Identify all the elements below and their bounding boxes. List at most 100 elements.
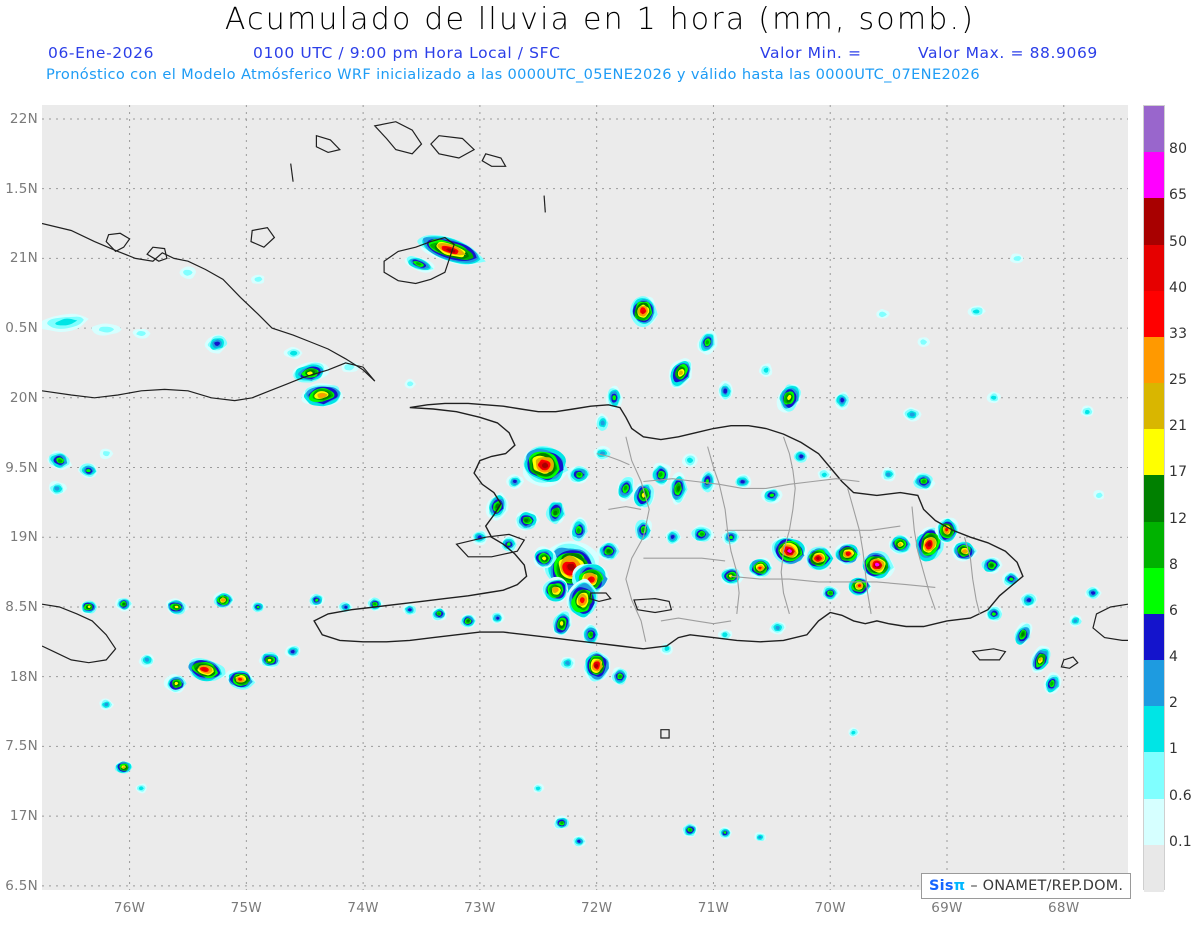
precip-cell — [99, 698, 115, 711]
precip-cell — [1009, 253, 1024, 264]
x-axis-tick: 73W — [464, 900, 496, 916]
precip-contour — [560, 821, 564, 825]
precip-cell — [515, 510, 541, 531]
x-axis-tick: 68W — [1048, 900, 1080, 916]
colorbar-tick: 12 — [1169, 510, 1188, 527]
precip-contour — [606, 549, 611, 553]
precip-cell — [80, 600, 98, 615]
precip-cell — [338, 601, 353, 613]
precipitation-map[interactable] — [42, 105, 1128, 890]
precip-contour — [103, 451, 110, 457]
precip-cell — [545, 500, 566, 525]
precip-cell — [630, 296, 659, 328]
precip-cell — [876, 309, 890, 319]
precip-contour — [254, 276, 263, 282]
precip-contour — [600, 420, 605, 426]
colorbar[interactable] — [1143, 105, 1165, 892]
pi-symbol: π — [953, 878, 966, 894]
colorbar-tick: 21 — [1169, 418, 1188, 435]
precip-cell — [717, 629, 733, 640]
precip-contour — [840, 397, 845, 403]
precip-cell — [718, 380, 734, 401]
precip-contour — [878, 311, 887, 318]
precip-contour — [373, 602, 377, 606]
precip-cell — [610, 667, 628, 685]
island-small-1 — [315, 134, 341, 154]
colorbar-tick: 4 — [1169, 649, 1179, 666]
precip-cell — [681, 823, 698, 838]
x-axis-tick: 69W — [931, 900, 963, 916]
precip-contour — [221, 598, 225, 602]
precip-contour — [466, 619, 470, 622]
precip-cell — [659, 643, 673, 656]
y-axis-tick: 19N — [9, 529, 38, 546]
precip-cell — [431, 607, 447, 621]
precip-cell — [981, 556, 1003, 574]
precip-contour — [57, 458, 63, 463]
colorbar-tick: 25 — [1169, 372, 1188, 389]
island-turks — [481, 153, 507, 167]
colorbar-segment — [1144, 244, 1164, 292]
province-border — [780, 436, 796, 615]
precip-cell — [669, 472, 688, 505]
lake-enriquillo — [633, 597, 673, 614]
x-axis-tick: 71W — [697, 900, 730, 916]
island-gonave — [455, 533, 526, 558]
precip-cell — [250, 601, 266, 613]
precip-contour — [541, 556, 547, 561]
x-axis-tick: 70W — [814, 900, 846, 916]
province-border — [643, 478, 860, 489]
precip-contour — [787, 549, 792, 553]
precip-contour — [670, 535, 675, 539]
colorbar-tick: 8 — [1169, 556, 1179, 573]
colorbar-tick: 17 — [1169, 464, 1188, 481]
precip-contour — [874, 562, 880, 567]
precip-contour — [705, 340, 710, 345]
precip-contour — [535, 786, 541, 791]
precip-contour — [289, 350, 298, 356]
precip-contour — [512, 479, 517, 484]
precip-cell — [135, 783, 147, 794]
precip-contour — [729, 535, 733, 540]
precip-contour — [174, 605, 179, 609]
y-axis-tick: 1.5N — [5, 180, 38, 197]
precip-contour — [554, 588, 559, 592]
precip-cell — [1080, 405, 1094, 417]
precip-contour — [1095, 492, 1103, 498]
precip-contour — [1013, 256, 1022, 261]
precip-cell — [1069, 614, 1082, 628]
coastline-puerto-rico — [1092, 603, 1128, 641]
precip-cell — [522, 445, 569, 487]
precip-contour — [214, 341, 220, 346]
precip-contour — [678, 370, 683, 376]
precip-contour — [524, 518, 529, 523]
precip-contour — [1084, 409, 1090, 415]
precip-contour — [723, 831, 727, 834]
y-axis-tick: 21N — [9, 250, 38, 267]
coastline-hispaniola — [313, 402, 1024, 650]
colorbar-segment — [1144, 567, 1164, 615]
precip-cell — [533, 783, 545, 793]
precip-cell — [834, 391, 850, 410]
precip-contour — [238, 677, 243, 681]
precip-contour — [851, 730, 856, 735]
precip-contour — [319, 393, 326, 397]
precip-contour — [618, 674, 623, 679]
precip-contour — [183, 269, 193, 276]
y-axis-tick: 17N — [9, 808, 38, 825]
precip-cell — [596, 541, 620, 561]
coastline-cuba-north — [42, 222, 376, 382]
precip-cell — [42, 313, 89, 333]
precip-contour — [122, 602, 126, 606]
precip-cell — [748, 557, 773, 579]
precip-contour — [816, 556, 820, 560]
precip-cell — [605, 385, 623, 410]
colorbar-segment — [1144, 613, 1164, 661]
precip-contour — [758, 566, 762, 570]
precip-cell — [165, 598, 189, 615]
precip-cell — [913, 472, 936, 491]
colorbar-segment — [1144, 152, 1164, 199]
precip-contour — [623, 485, 628, 491]
y-axis-tick: 9.5N — [5, 459, 38, 476]
island-great-inagua — [383, 236, 455, 285]
